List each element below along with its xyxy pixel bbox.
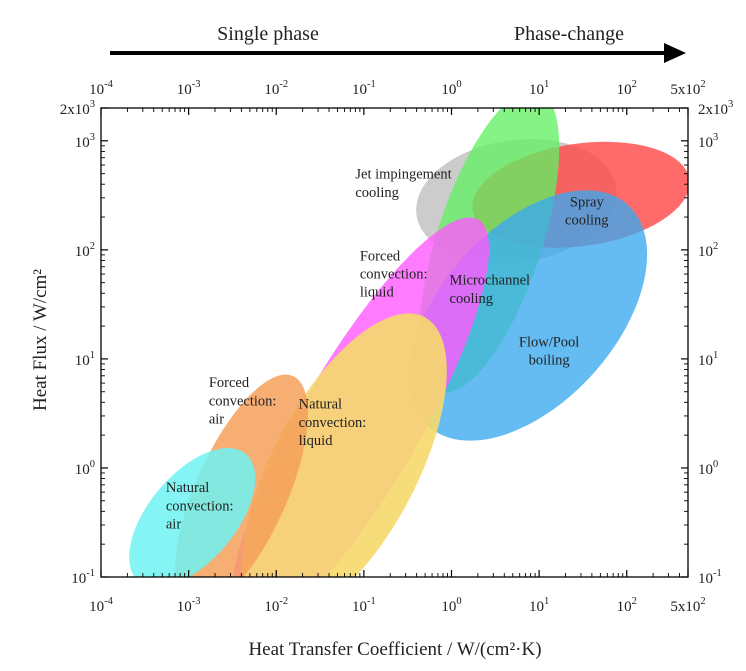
region-label-natural-convection-liquid: Natural convection: liquid (299, 397, 367, 449)
regions-layer (129, 108, 688, 577)
x-tick-label-bottom: 10-4 (89, 596, 113, 615)
arrow-label-single-phase: Single phase (217, 23, 319, 45)
y-tick-label-left: 101 (75, 350, 95, 369)
region-label-spray-cooling: Spray cooling (565, 194, 609, 228)
y-tick-label-right: 103 (698, 132, 718, 151)
y-tick-label-left: 10-1 (71, 568, 95, 587)
region-natural-convection-liquid (242, 313, 447, 577)
region-natural-convection-air (129, 448, 256, 577)
y-tick-label-left: 2x103 (60, 99, 95, 118)
y-tick-label-right: 102 (698, 241, 718, 260)
x-tick-label-bottom: 102 (617, 596, 637, 615)
x-tick-label-top: 10-1 (352, 79, 376, 98)
x-axis-title: Heat Transfer Coefficient / W/(cm²·K) (248, 639, 541, 660)
y-axis-title: Heat Flux / W/cm² (30, 269, 51, 411)
tick-labels-layer: 10-4 10-4 10-3 10-3 10-2 10-2 10-1 10-1 100 100 10… (60, 79, 734, 615)
arrow-label-phase-change: Phase-change (514, 23, 624, 45)
region-labels-layer: Jet impingement cooling Spray cooling Microc… (166, 167, 609, 533)
x-tick-label-top: 5x102 (670, 79, 705, 98)
x-tick-label-bottom: 10-3 (177, 596, 201, 615)
y-tick-label-right: 2x103 (698, 99, 733, 118)
phase-arrow-head (664, 43, 686, 63)
region-label-jet-impingement-cooling: Jet impingement cooling (355, 167, 451, 201)
y-tick-label-left: 103 (75, 132, 95, 151)
x-tick-label-top: 100 (441, 79, 461, 98)
x-tick-label-bottom: 100 (441, 596, 461, 615)
y-tick-label-left: 102 (75, 241, 95, 260)
ticks-layer (100, 107, 689, 578)
region-label-microchannel-cooling: Microchannel cooling (450, 273, 531, 307)
x-tick-label-top: 10-2 (264, 79, 288, 98)
region-label-flow-pool-boiling: Flow/Pool boiling (519, 334, 579, 368)
x-tick-label-bottom: 10-2 (264, 596, 288, 615)
y-tick-label-right: 100 (698, 459, 718, 478)
region-label-forced-convection-air: Forced convection: air (209, 375, 277, 427)
y-tick-label-left: 100 (75, 459, 95, 478)
region-label-forced-convection-liquid: Forced convection: liquid (360, 248, 428, 300)
x-tick-label-top: 101 (529, 79, 549, 98)
x-tick-label-bottom: 10-1 (352, 596, 376, 615)
x-tick-label-top: 10-4 (89, 79, 113, 98)
x-tick-label-top: 10-3 (177, 79, 201, 98)
y-tick-label-right: 101 (698, 350, 718, 369)
x-tick-label-bottom: 101 (529, 596, 549, 615)
plot-frame (100, 107, 689, 578)
region-label-natural-convection-air: Natural convection: air (166, 480, 234, 532)
x-tick-label-top: 102 (617, 79, 637, 98)
x-tick-label-bottom: 5x102 (670, 596, 705, 615)
y-tick-label-right: 10-1 (698, 568, 722, 587)
